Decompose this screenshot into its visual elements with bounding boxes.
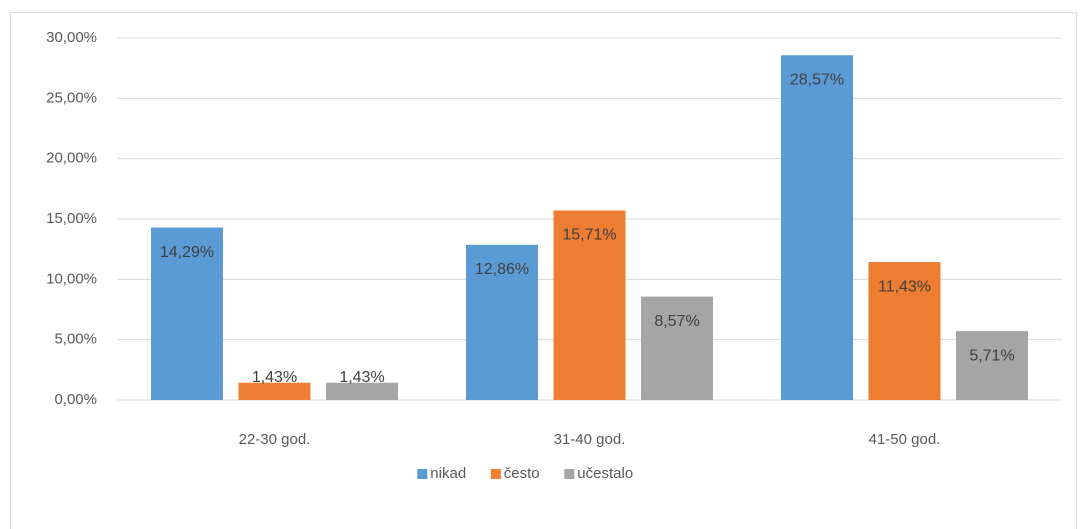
data-label: 15,71%	[562, 227, 616, 244]
y-tick-label: 25,00%	[46, 89, 97, 106]
bar	[326, 382, 398, 400]
legend-label: učestalo	[577, 465, 633, 482]
bar	[781, 55, 853, 400]
bar	[956, 331, 1028, 400]
legend-swatch	[490, 469, 501, 479]
bar	[466, 244, 538, 400]
bar	[553, 210, 626, 400]
y-tick-label: 15,00%	[46, 210, 97, 227]
data-label: 5,71%	[969, 347, 1014, 364]
data-label: 28,57%	[790, 71, 844, 88]
legend-label: često	[504, 465, 540, 482]
x-tick-label: 22-30 god.	[239, 431, 311, 448]
legend-label: nikad	[430, 465, 466, 482]
y-tick-label: 0,00%	[54, 391, 97, 408]
data-label: 14,29%	[160, 244, 214, 261]
legend-swatch	[564, 469, 575, 479]
data-label: 8,57%	[654, 313, 699, 330]
x-tick-label: 41-50 god.	[869, 431, 941, 448]
data-label: 11,43%	[878, 278, 931, 295]
y-tick-label: 10,00%	[46, 270, 97, 287]
bar	[151, 227, 223, 400]
legend-swatch	[417, 469, 428, 479]
bar	[641, 296, 713, 400]
y-tick-label: 5,00%	[54, 331, 97, 348]
bar	[868, 262, 941, 400]
data-label: 12,86%	[475, 261, 529, 278]
x-tick-label: 31-40 god.	[554, 431, 626, 448]
data-label: 1,43%	[339, 369, 384, 386]
y-tick-label: 30,00%	[46, 29, 97, 46]
y-tick-label: 20,00%	[46, 150, 97, 167]
data-label: 1,43%	[252, 369, 297, 386]
bar	[238, 382, 311, 400]
